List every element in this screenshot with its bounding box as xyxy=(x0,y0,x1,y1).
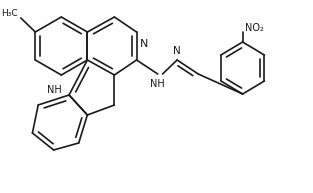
Text: NO₂: NO₂ xyxy=(244,23,264,33)
Text: N: N xyxy=(173,46,181,56)
Text: NH: NH xyxy=(47,85,61,95)
Text: N: N xyxy=(139,39,148,49)
Text: H₃C: H₃C xyxy=(1,9,18,19)
Text: NH: NH xyxy=(150,79,165,89)
